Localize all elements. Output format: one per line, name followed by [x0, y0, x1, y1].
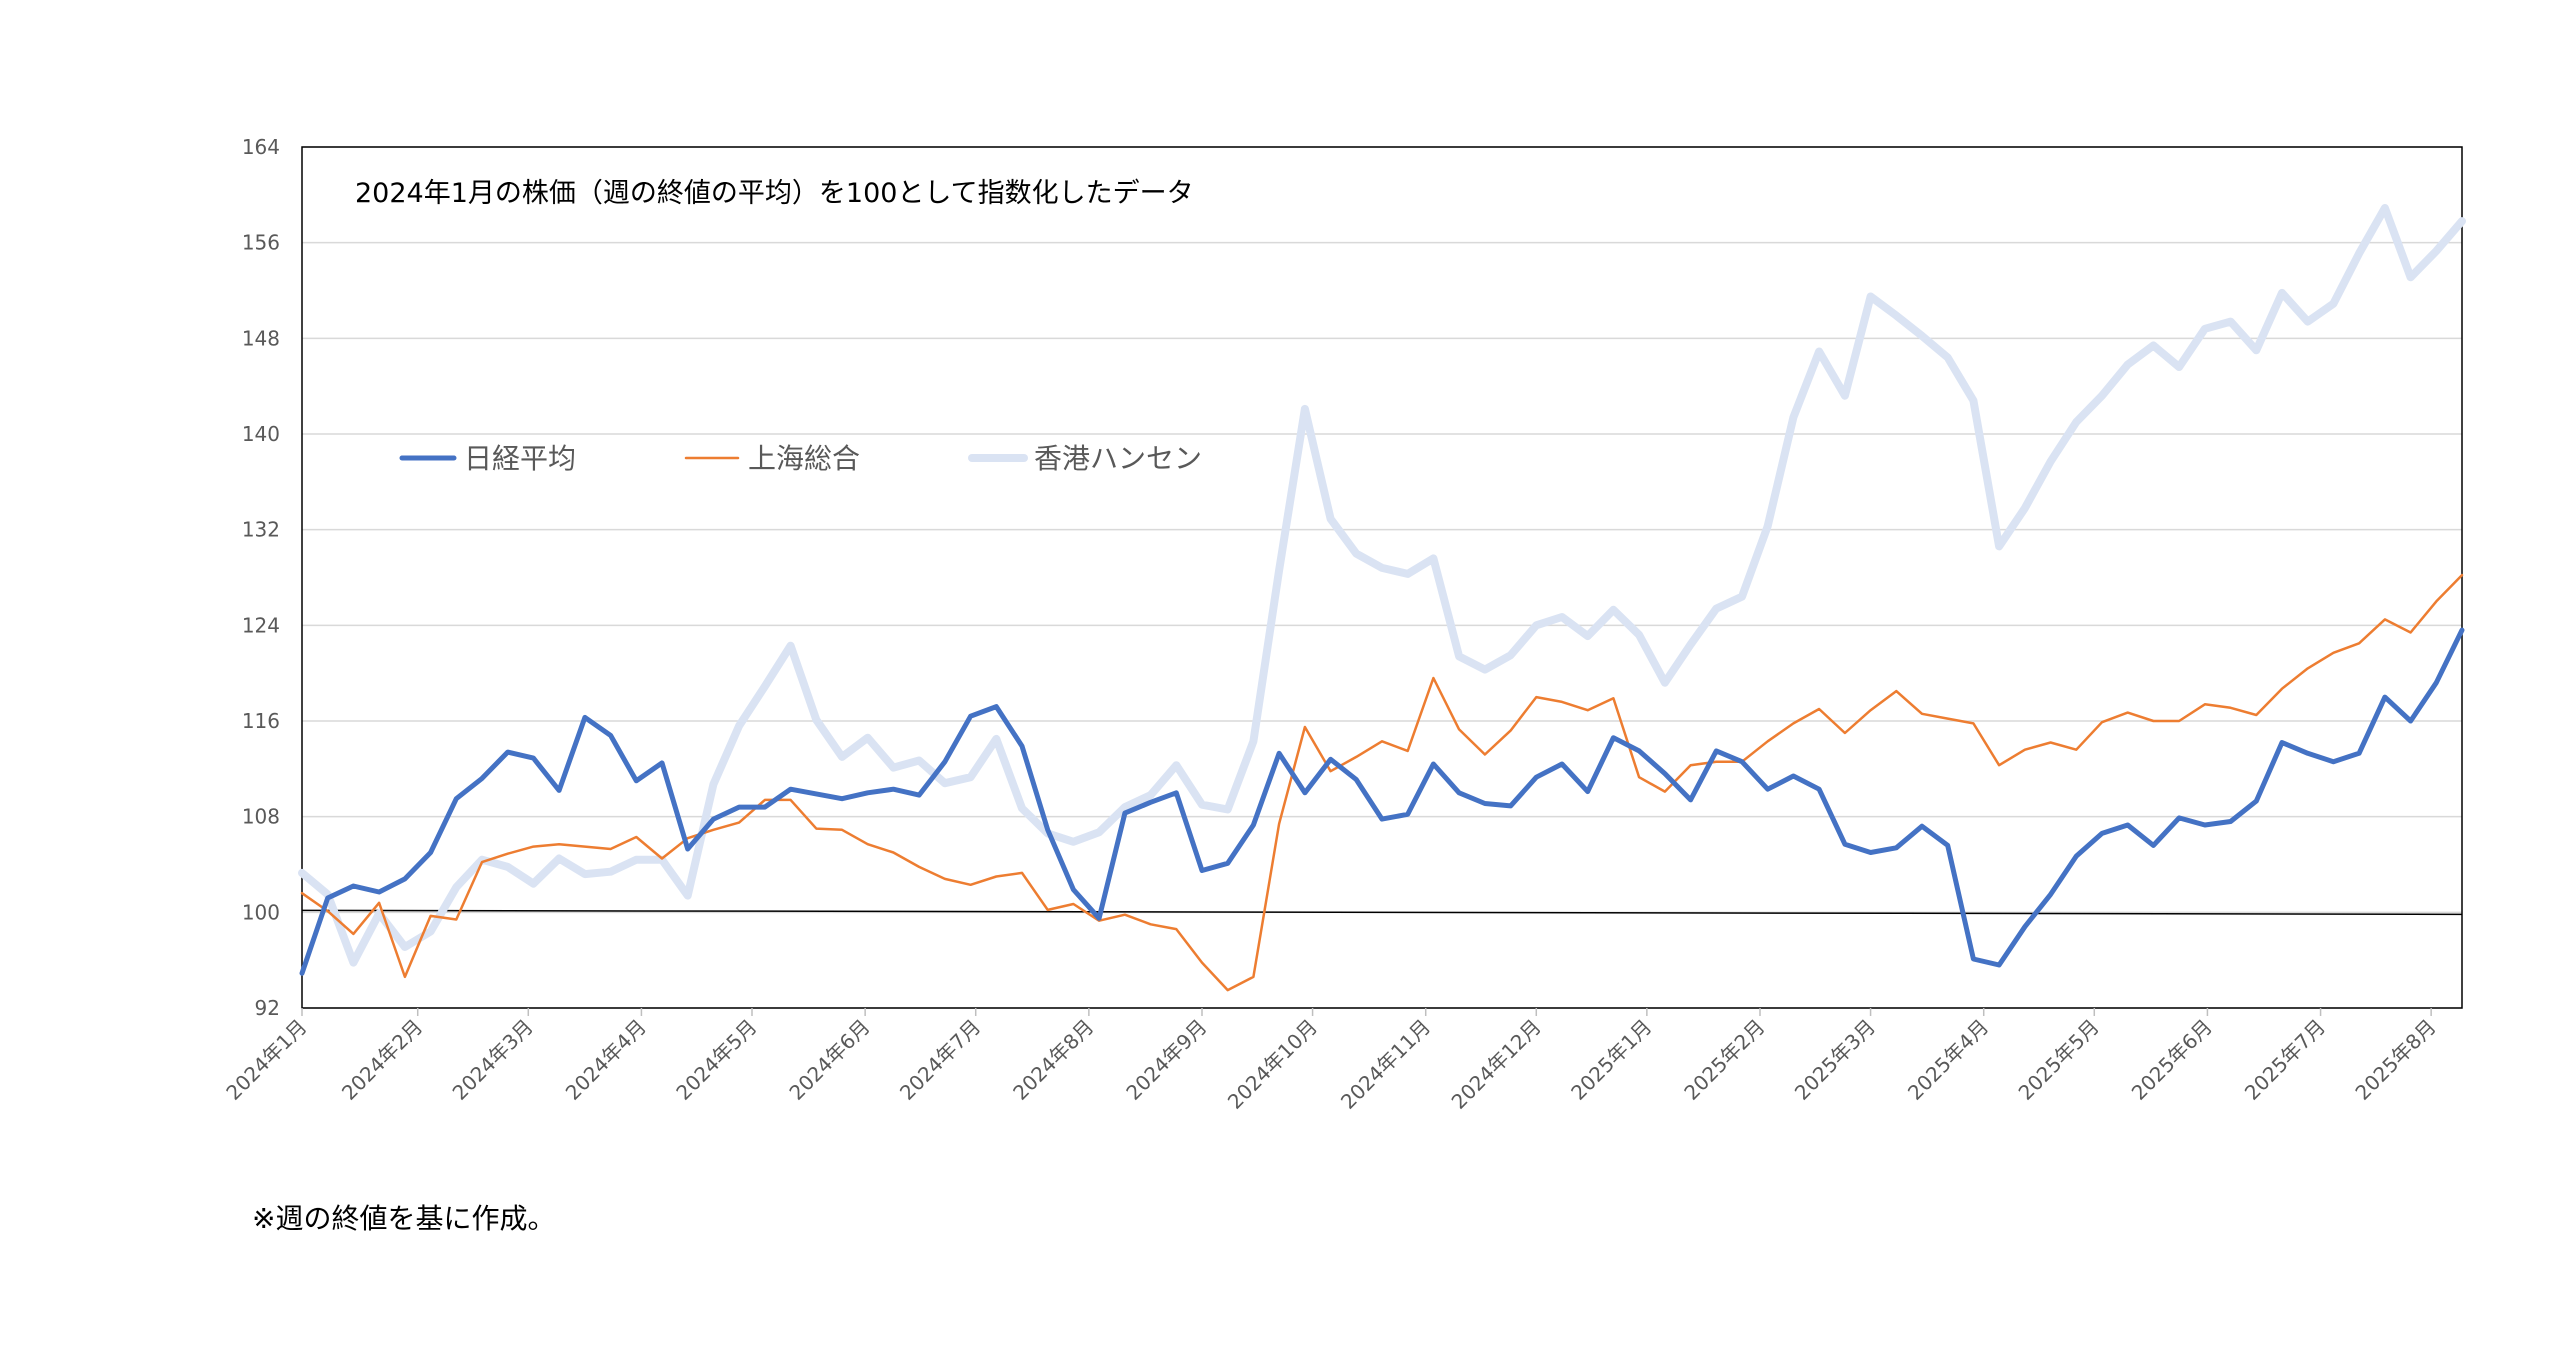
x-tick-label: 2024年2月 [337, 1015, 427, 1105]
y-tick-label: 124 [242, 613, 280, 637]
baseline-100-line [301, 909, 2463, 916]
x-tick-label: 2025年6月 [2127, 1015, 2217, 1105]
series-layer [298, 204, 2466, 992]
x-tick-label: 2024年3月 [448, 1015, 538, 1105]
x-tick-label: 2024年9月 [1121, 1015, 1211, 1105]
y-tick-label: 156 [242, 231, 280, 255]
y-tick-label: 132 [242, 518, 280, 542]
chart-title: 2024年1月の株価（週の終値の平均）を100として指数化したデータ [355, 178, 1194, 209]
x-tick-label: 2024年5月 [671, 1015, 761, 1105]
grid-lines [302, 146, 2462, 1009]
y-tick-label: 108 [242, 805, 280, 829]
legend-label-1: 上海総合 [748, 442, 860, 475]
x-axis-tick-labels: 2024年1月 2024年2月 2024年3月 2024年4月 2024年5月 2024年… [221, 1008, 2441, 1114]
series-line-0 [299, 627, 2465, 976]
plot-area-border [301, 146, 2463, 1009]
x-tick-label: 2024年8月 [1008, 1015, 1098, 1105]
x-tick-label: 2024年6月 [784, 1015, 874, 1105]
legend-label-2: 香港ハンセン [1034, 442, 1202, 475]
x-tick-label: 2024年10月 [1223, 1015, 1322, 1114]
x-tick-label: 2024年7月 [895, 1015, 985, 1105]
x-tick-label: 2024年11月 [1336, 1015, 1435, 1114]
y-tick-label: 100 [242, 900, 280, 924]
x-tick-label: 2025年2月 [1679, 1015, 1769, 1105]
series-line-1 [300, 573, 2464, 992]
y-tick-label: 140 [242, 422, 280, 446]
x-tick-label: 2025年3月 [1790, 1015, 1880, 1105]
x-tick-label: 2025年8月 [2350, 1015, 2440, 1105]
legend-label-0: 日経平均 [464, 442, 576, 475]
x-tick-label: 2025年7月 [2240, 1015, 2330, 1105]
y-axis-tick-labels: 92 100 108 116 124 132 140 148 156 164 [242, 135, 280, 1020]
x-tick-label: 2025年1月 [1566, 1015, 1656, 1105]
x-tick-label: 2024年1月 [221, 1015, 311, 1105]
y-tick-label: 148 [242, 326, 280, 350]
y-tick-label: 116 [242, 709, 280, 733]
series-line-2 [298, 204, 2466, 967]
legend: 日経平均 上海総合 香港ハンセン [399, 442, 1202, 475]
x-tick-label: 2025年4月 [1903, 1015, 1993, 1105]
x-tick-label: 2024年4月 [561, 1015, 651, 1105]
footnote: ※週の終値を基に作成。 [252, 1202, 556, 1235]
x-tick-label: 2024年12月 [1447, 1015, 1546, 1114]
y-tick-label: 92 [255, 996, 280, 1020]
y-tick-label: 164 [242, 135, 280, 159]
x-tick-label: 2025年5月 [2014, 1015, 2104, 1105]
